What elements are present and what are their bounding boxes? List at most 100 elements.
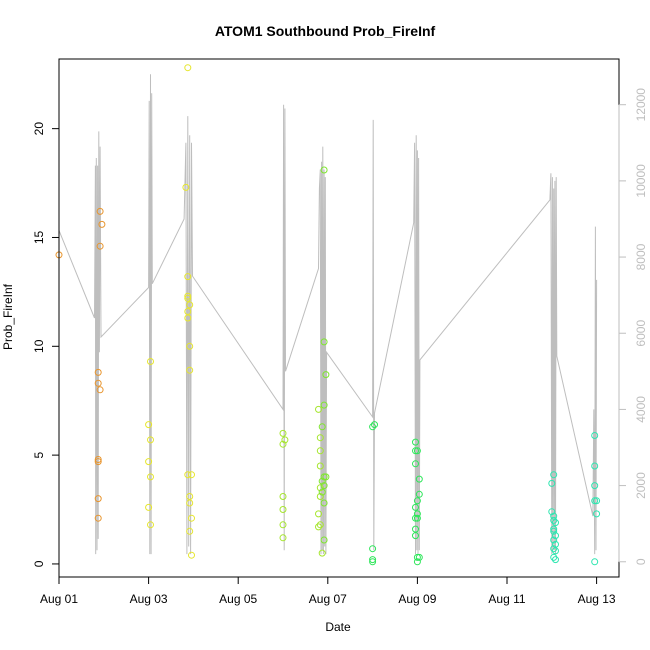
data-point xyxy=(279,506,287,513)
secondary-series-layer xyxy=(58,74,598,555)
data-point xyxy=(412,514,419,522)
data-point xyxy=(413,510,421,518)
data-point xyxy=(320,401,328,409)
data-point xyxy=(188,551,195,559)
data-point xyxy=(94,514,102,522)
data-point xyxy=(412,447,419,455)
x-tick-label: Aug 01 xyxy=(40,592,78,606)
data-point xyxy=(550,516,558,524)
data-point xyxy=(413,447,421,455)
data-point xyxy=(369,558,377,566)
y-tick-label: 5 xyxy=(32,451,46,458)
data-point xyxy=(413,497,421,505)
data-point xyxy=(369,423,377,431)
data-point xyxy=(184,314,192,322)
chart-title: ATOM1 Southbound Prob_FireInf xyxy=(215,23,436,39)
data-point xyxy=(188,471,195,479)
data-point xyxy=(188,514,195,522)
data-point xyxy=(320,338,328,346)
data-point xyxy=(94,456,102,463)
data-point xyxy=(550,512,558,520)
x-axis-label: Date xyxy=(325,620,351,634)
data-point xyxy=(591,462,599,470)
data-point xyxy=(279,429,287,437)
data-point xyxy=(279,493,287,500)
data-point xyxy=(98,220,106,228)
data-point xyxy=(318,549,326,557)
data-point xyxy=(96,207,104,215)
data-point xyxy=(322,473,330,481)
data-point xyxy=(315,510,322,518)
right-tick-label: 12000 xyxy=(634,88,648,122)
data-point xyxy=(320,536,328,544)
data-point xyxy=(316,493,324,500)
plot-frame xyxy=(58,58,620,578)
data-point xyxy=(316,434,324,442)
data-point xyxy=(96,386,104,394)
data-point xyxy=(315,405,322,413)
x-tick-label: Aug 13 xyxy=(578,592,616,606)
data-point xyxy=(186,301,194,309)
data-point xyxy=(552,547,559,555)
data-point xyxy=(552,532,559,540)
right-tick-label: 4000 xyxy=(634,396,648,423)
data-point xyxy=(552,519,559,527)
data-point xyxy=(182,183,190,191)
data-point xyxy=(318,488,326,496)
data-point xyxy=(279,521,287,529)
right-tick-label: 10000 xyxy=(634,164,648,198)
data-point xyxy=(145,503,153,511)
data-point xyxy=(591,432,599,439)
data-point xyxy=(316,521,324,529)
data-point xyxy=(412,460,419,468)
y-axis-label: Prob_FireInf xyxy=(1,283,15,350)
x-tick-label: Aug 09 xyxy=(398,592,436,606)
data-point xyxy=(593,510,601,518)
data-point xyxy=(413,514,421,522)
right-tick-label: 6000 xyxy=(634,320,648,347)
data-point xyxy=(96,242,104,250)
right-tick-label: 2000 xyxy=(634,472,648,499)
secondary-series-line xyxy=(58,74,598,555)
right-tick-label: 0 xyxy=(634,558,648,565)
data-point xyxy=(593,497,601,505)
data-point xyxy=(413,553,421,561)
data-point xyxy=(147,473,154,481)
data-point xyxy=(184,64,192,72)
data-point xyxy=(184,294,192,302)
data-point xyxy=(550,553,558,561)
data-point xyxy=(279,440,287,448)
data-point xyxy=(548,508,556,516)
data-point xyxy=(186,493,194,500)
data-point xyxy=(318,477,326,485)
data-point xyxy=(322,371,330,379)
y-tick-label: 20 xyxy=(32,122,46,136)
data-point xyxy=(320,499,328,507)
data-point xyxy=(281,436,289,444)
data-point xyxy=(412,503,419,511)
data-point xyxy=(94,368,102,376)
points-layer xyxy=(55,64,601,566)
data-point xyxy=(94,379,102,387)
data-point xyxy=(415,553,423,561)
x-axis: Aug 01 Aug 03 Aug 05 Aug 07 Aug 09 Aug 11 Aug … xyxy=(40,576,616,606)
data-point xyxy=(186,342,194,350)
x-tick-label: Aug 05 xyxy=(219,592,257,606)
right-y-axis: 0 2000 4000 6000 8000 10000 12000 xyxy=(618,88,648,565)
data-point xyxy=(184,273,192,281)
data-point xyxy=(591,482,599,490)
data-point xyxy=(184,471,192,479)
data-point xyxy=(316,462,324,470)
data-point xyxy=(147,521,154,529)
data-point xyxy=(415,475,423,483)
data-point xyxy=(184,292,192,300)
data-point xyxy=(548,479,556,487)
data-point xyxy=(412,532,419,540)
data-point xyxy=(369,545,377,553)
data-point xyxy=(320,166,328,174)
data-point xyxy=(145,458,153,466)
data-point xyxy=(550,525,558,533)
data-point xyxy=(412,438,419,446)
y-tick-label: 10 xyxy=(32,339,46,353)
